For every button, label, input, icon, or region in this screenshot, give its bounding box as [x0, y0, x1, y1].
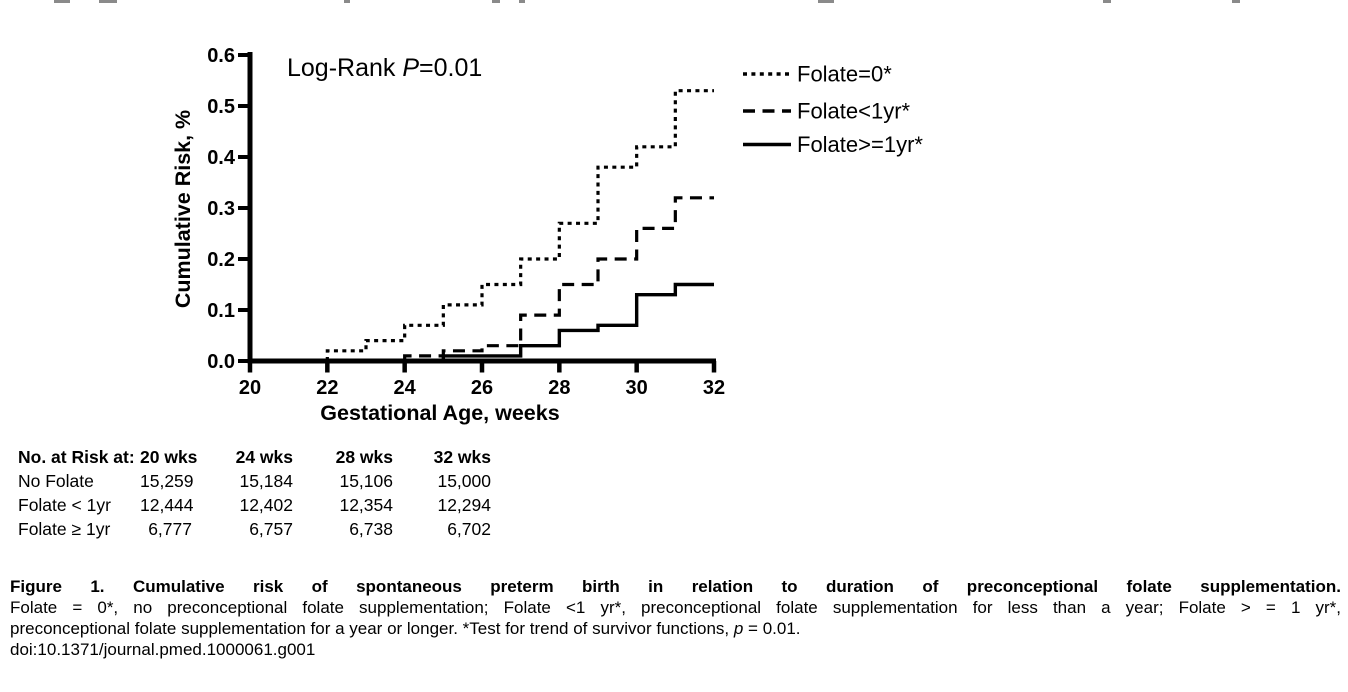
- legend-label-solid: Folate>=1yr*: [797, 132, 923, 157]
- risk-cell: 15,259: [140, 471, 194, 491]
- x-tick-label: 32: [703, 377, 725, 399]
- risk-cell: 15,184: [239, 471, 293, 491]
- legend-label-dotted: Folate=0*: [797, 62, 892, 87]
- y-tick-label: 0.0: [207, 351, 235, 373]
- x-tick-label: 22: [316, 377, 338, 399]
- risk-table-header-24wks: 24 wks: [235, 447, 293, 467]
- y-tick-label: 0.2: [207, 249, 235, 271]
- risk-cell: 12,402: [239, 495, 293, 515]
- number-at-risk-table: No. at Risk at: 20 wks 24 wks 28 wks 32 …: [18, 445, 491, 541]
- x-tick-label: 30: [626, 377, 648, 399]
- x-tick-label: 24: [394, 377, 417, 399]
- risk-table-header-label: No. at Risk at:: [18, 447, 135, 467]
- caption-doi: doi:10.1371/journal.pmed.1000061.g001: [10, 640, 316, 659]
- risk-table-header-32wks: 32 wks: [433, 447, 491, 467]
- risk-cell: 12,444: [140, 495, 194, 515]
- risk-cell: 12,294: [437, 495, 491, 515]
- risk-row-label-no-folate: No Folate: [18, 471, 94, 491]
- risk-cell: 6,757: [249, 519, 293, 539]
- y-tick-label: 0.4: [207, 147, 236, 169]
- risk-table-header-28wks: 28 wks: [335, 447, 393, 467]
- x-axis-title: Gestational Age, weeks: [320, 401, 559, 425]
- caption-line-3: preconceptional folate supplementation f…: [10, 619, 801, 638]
- survival-step-chart: 0.6 0.5 0.4 0.3 0.2 0.1 0.020 22 24 26 28 30 32 Cumul…: [171, 45, 923, 425]
- risk-cell: 6,777: [148, 519, 192, 539]
- risk-cell: 6,738: [349, 519, 393, 539]
- risk-table-header-20wks: 20 wks: [140, 447, 198, 467]
- y-axis-title: Cumulative Risk, %: [171, 110, 195, 308]
- x-tick-label: 28: [548, 377, 570, 399]
- caption-title-line: Figure 1. Cumulative risk of spontaneous…: [10, 577, 1341, 596]
- figure-caption: Figure 1. Cumulative risk of spontaneous…: [10, 576, 1341, 660]
- caption-line-2: Folate = 0*, no preconceptional folate s…: [10, 598, 1341, 617]
- series-line-folate-0-: [325, 89, 715, 361]
- risk-cell: 15,000: [437, 471, 491, 491]
- y-tick-label: 0.1: [207, 300, 235, 322]
- risk-row-label-folate-lt-1yr: Folate < 1yr: [18, 495, 111, 515]
- risk-cell: 12,354: [339, 495, 393, 515]
- y-tick-label: 0.6: [207, 45, 235, 67]
- legend-label-dashed: Folate<1yr*: [797, 99, 911, 124]
- y-tick-label: 0.5: [207, 96, 235, 118]
- log-rank-annotation: Log-Rank P=0.01: [287, 54, 482, 82]
- y-tick-label: 0.3: [207, 198, 235, 220]
- risk-cell: 6,702: [447, 519, 491, 539]
- series-line-folate-1yr-: [403, 196, 715, 361]
- series-line-folate-1yr-: [441, 282, 715, 361]
- risk-row-label-folate-ge-1yr: Folate ≥ 1yr: [18, 519, 111, 539]
- x-tick-label: 26: [471, 377, 493, 399]
- x-tick-label: 20: [239, 377, 261, 399]
- risk-cell: 15,106: [339, 471, 393, 491]
